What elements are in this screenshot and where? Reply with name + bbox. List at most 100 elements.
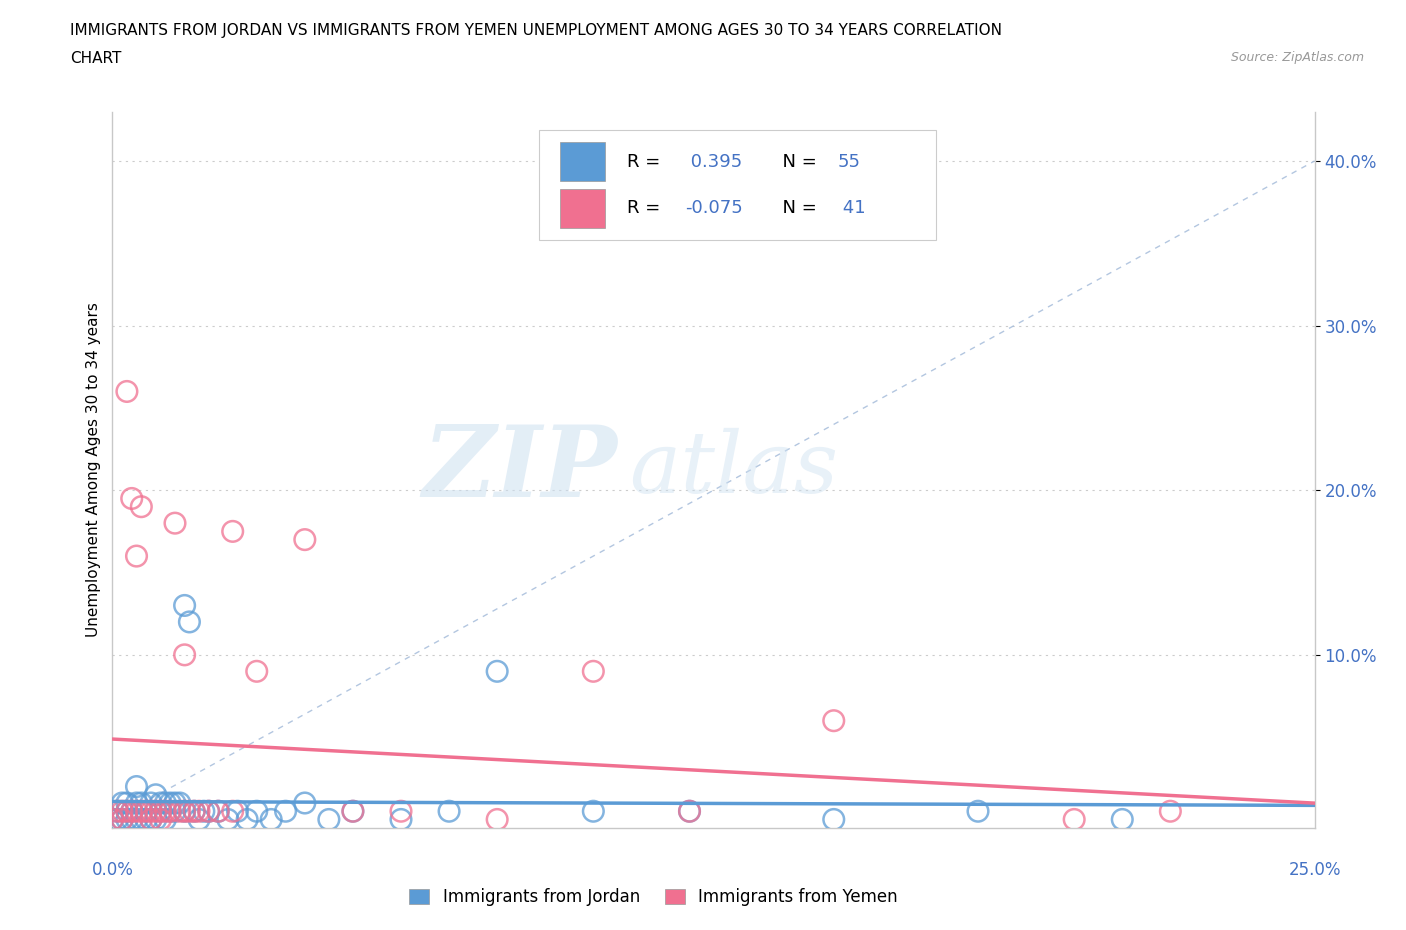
Text: R =: R = [627, 153, 666, 171]
Point [115, 804, 138, 818]
Point [163, 795, 186, 810]
Text: 0.0%: 0.0% [91, 860, 134, 879]
Text: CHART: CHART [70, 51, 122, 66]
Point [111, 812, 134, 827]
Y-axis label: Unemployment Among Ages 30 to 34 years: Unemployment Among Ages 30 to 34 years [86, 302, 101, 637]
Point [236, 812, 259, 827]
Point [163, 516, 186, 531]
Point [125, 549, 148, 564]
Point [111, 795, 134, 810]
Point [437, 804, 460, 818]
Point [105, 804, 128, 818]
Text: atlas: atlas [630, 429, 838, 511]
Point [111, 812, 134, 827]
Point [318, 812, 340, 827]
Point [217, 812, 239, 827]
Point [678, 804, 700, 818]
Point [246, 664, 269, 679]
Point [188, 812, 211, 827]
Point [823, 812, 845, 827]
Point [389, 812, 412, 827]
Point [260, 812, 283, 827]
Point [111, 804, 134, 818]
Point [155, 804, 177, 818]
Point [274, 804, 297, 818]
Point [169, 804, 191, 818]
Point [125, 779, 148, 794]
Point [486, 664, 509, 679]
Text: ZIP: ZIP [422, 421, 617, 518]
Point [582, 664, 605, 679]
Point [197, 804, 219, 818]
Point [207, 804, 229, 818]
Point [173, 804, 195, 818]
Point [183, 804, 205, 818]
Point [159, 795, 181, 810]
Text: -0.075: -0.075 [685, 199, 742, 218]
Text: 25.0%: 25.0% [1288, 860, 1341, 879]
Point [207, 804, 229, 818]
Point [294, 532, 316, 547]
Point [139, 795, 162, 810]
Point [125, 812, 148, 827]
Point [173, 598, 195, 613]
Point [135, 804, 157, 818]
Point [173, 647, 195, 662]
Point [121, 804, 143, 818]
Text: R =: R = [627, 199, 666, 218]
Point [149, 804, 172, 818]
Point [139, 804, 162, 818]
Point [222, 524, 245, 538]
Point [121, 812, 143, 827]
Point [131, 499, 153, 514]
Point [163, 804, 186, 818]
Text: N =: N = [772, 153, 823, 171]
Point [125, 795, 148, 810]
Point [115, 812, 138, 827]
Point [125, 804, 148, 818]
Point [121, 804, 143, 818]
Point [149, 812, 172, 827]
Point [145, 788, 167, 803]
Point [389, 804, 412, 818]
Legend: Immigrants from Jordan, Immigrants from Yemen: Immigrants from Jordan, Immigrants from … [402, 881, 904, 912]
Point [967, 804, 990, 818]
Point [582, 804, 605, 818]
FancyBboxPatch shape [560, 142, 606, 181]
Point [197, 804, 219, 818]
Point [173, 804, 195, 818]
Point [101, 812, 124, 827]
Point [131, 804, 153, 818]
Point [222, 804, 245, 818]
Point [135, 812, 157, 827]
Point [139, 812, 162, 827]
Point [155, 795, 177, 810]
Point [179, 804, 201, 818]
Point [159, 804, 181, 818]
Point [105, 804, 128, 818]
Point [342, 804, 364, 818]
Point [139, 812, 162, 827]
Point [342, 804, 364, 818]
FancyBboxPatch shape [540, 129, 936, 241]
Point [823, 713, 845, 728]
Point [226, 804, 249, 818]
Point [149, 795, 172, 810]
Point [115, 804, 138, 818]
Point [246, 804, 269, 818]
Point [193, 804, 215, 818]
Point [121, 491, 143, 506]
Point [135, 804, 157, 818]
Text: N =: N = [772, 199, 823, 218]
Point [179, 615, 201, 630]
Point [155, 812, 177, 827]
Point [115, 795, 138, 810]
Text: Source: ZipAtlas.com: Source: ZipAtlas.com [1230, 51, 1364, 64]
Point [145, 804, 167, 818]
Text: IMMIGRANTS FROM JORDAN VS IMMIGRANTS FROM YEMEN UNEMPLOYMENT AMONG AGES 30 TO 34: IMMIGRANTS FROM JORDAN VS IMMIGRANTS FRO… [70, 23, 1002, 38]
Point [1063, 812, 1085, 827]
Text: 41: 41 [838, 199, 866, 218]
Point [115, 384, 138, 399]
Point [678, 804, 700, 818]
Point [486, 812, 509, 827]
